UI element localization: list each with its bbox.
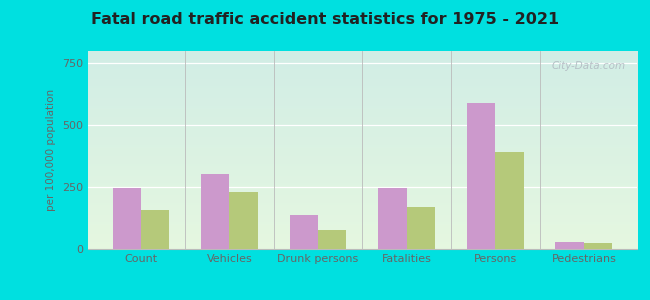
Text: Fatal road traffic accident statistics for 1975 - 2021: Fatal road traffic accident statistics f… <box>91 12 559 27</box>
Bar <box>495 152 524 249</box>
Bar <box>112 188 141 249</box>
Bar <box>467 103 495 249</box>
Bar <box>201 173 229 249</box>
Bar <box>290 215 318 249</box>
Bar <box>584 243 612 249</box>
Bar <box>407 207 435 249</box>
Y-axis label: per 100,000 population: per 100,000 population <box>46 89 56 211</box>
Bar <box>378 188 407 249</box>
Text: City-Data.com: City-Data.com <box>552 61 626 71</box>
Bar <box>229 192 258 249</box>
Bar <box>556 242 584 249</box>
Bar <box>141 210 169 249</box>
Bar <box>318 230 346 249</box>
